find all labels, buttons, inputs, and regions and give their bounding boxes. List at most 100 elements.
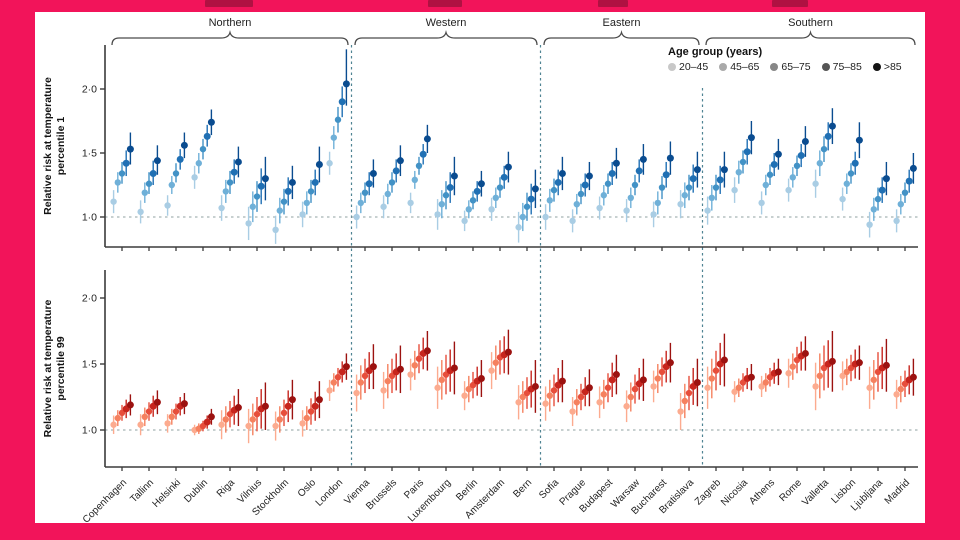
- data-point: [307, 188, 315, 195]
- data-point: [585, 172, 593, 180]
- data-point: [496, 184, 504, 191]
- data-point: [342, 363, 350, 371]
- data-point: [720, 166, 728, 174]
- data-point: [473, 187, 481, 195]
- data-point: [423, 135, 431, 143]
- data-point: [882, 175, 890, 183]
- data-point: [731, 388, 738, 395]
- data-point: [153, 398, 161, 406]
- data-point: [388, 179, 396, 186]
- data-point: [145, 408, 153, 415]
- data-point: [365, 180, 373, 188]
- data-point: [851, 159, 859, 167]
- data-point: [527, 195, 535, 203]
- data-point: [515, 224, 522, 231]
- data-point: [261, 175, 269, 183]
- data-point: [234, 404, 242, 412]
- y-axis-label: Relative risk at temperature: [42, 77, 54, 215]
- data-point: [384, 377, 391, 385]
- data-point: [226, 179, 234, 186]
- data-point: [747, 134, 755, 142]
- data-point: [785, 186, 792, 194]
- legend-items: 20–45 45–65 65–75 75–85 >85: [668, 61, 902, 73]
- legend-item-label: 65–75: [781, 61, 811, 73]
- data-point: [519, 393, 526, 401]
- data-point: [396, 157, 404, 165]
- city-label: Oslo: [296, 477, 319, 500]
- data-point: [396, 365, 404, 373]
- data-point: [573, 201, 580, 208]
- data-point: [870, 376, 877, 384]
- data-point: [820, 364, 828, 372]
- data-point: [716, 176, 724, 184]
- data-point: [353, 389, 360, 397]
- data-point: [666, 359, 674, 367]
- data-point: [897, 201, 904, 208]
- data-point: [758, 383, 765, 390]
- region-label: Southern: [788, 17, 833, 29]
- data-point: [839, 372, 846, 380]
- region-brace: [354, 30, 538, 46]
- data-point: [504, 348, 512, 356]
- data-point: [334, 374, 342, 381]
- data-point: [180, 141, 188, 149]
- data-point: [261, 402, 269, 410]
- data-point: [546, 197, 553, 204]
- data-point: [523, 203, 531, 210]
- data-point: [608, 376, 616, 384]
- data-point: [176, 155, 184, 163]
- data-point: [407, 199, 414, 207]
- data-point: [284, 402, 292, 410]
- data-point: [596, 204, 603, 212]
- data-point: [272, 422, 279, 430]
- data-point: [681, 397, 688, 405]
- age-group-dot-icon: [821, 63, 830, 71]
- data-point: [747, 373, 755, 381]
- data-point: [122, 159, 130, 167]
- data-point: [203, 418, 211, 426]
- data-point: [461, 392, 468, 399]
- data-point: [720, 356, 728, 364]
- data-point: [893, 391, 900, 398]
- data-point: [137, 208, 144, 216]
- data-point: [712, 184, 720, 191]
- data-point: [288, 396, 296, 404]
- data-point: [195, 160, 202, 167]
- data-point: [477, 375, 485, 383]
- data-point: [369, 363, 377, 371]
- data-point: [392, 167, 400, 175]
- data-point: [897, 385, 904, 393]
- data-point: [878, 186, 886, 194]
- data-point: [442, 371, 450, 378]
- data-point: [542, 213, 549, 221]
- city-label: Nicosia: [719, 477, 750, 508]
- data-point: [249, 416, 256, 423]
- data-point: [816, 160, 823, 167]
- data-point: [662, 171, 670, 179]
- data-point: [357, 199, 364, 207]
- data-point: [623, 403, 630, 410]
- data-point: [311, 178, 319, 186]
- data-point: [743, 148, 751, 156]
- region-label: Eastern: [603, 17, 641, 29]
- data-point: [870, 206, 877, 213]
- data-point: [866, 384, 873, 391]
- data-point: [774, 368, 782, 376]
- city-label: Zagreb: [693, 477, 723, 507]
- data-point: [126, 145, 134, 153]
- data-point: [234, 158, 242, 166]
- data-point: [226, 410, 234, 418]
- data-point: [384, 190, 391, 198]
- data-point: [272, 226, 279, 233]
- cropped-page-artifact: [772, 0, 808, 7]
- data-point: [164, 420, 171, 427]
- data-point: [357, 379, 364, 386]
- data-point: [118, 170, 126, 177]
- data-point: [218, 421, 225, 428]
- data-point: [222, 416, 229, 423]
- data-point: [191, 174, 198, 181]
- data-point: [218, 204, 225, 212]
- data-point: [531, 382, 539, 390]
- y-axis-label: percentile 1: [55, 117, 67, 176]
- data-point: [164, 202, 171, 209]
